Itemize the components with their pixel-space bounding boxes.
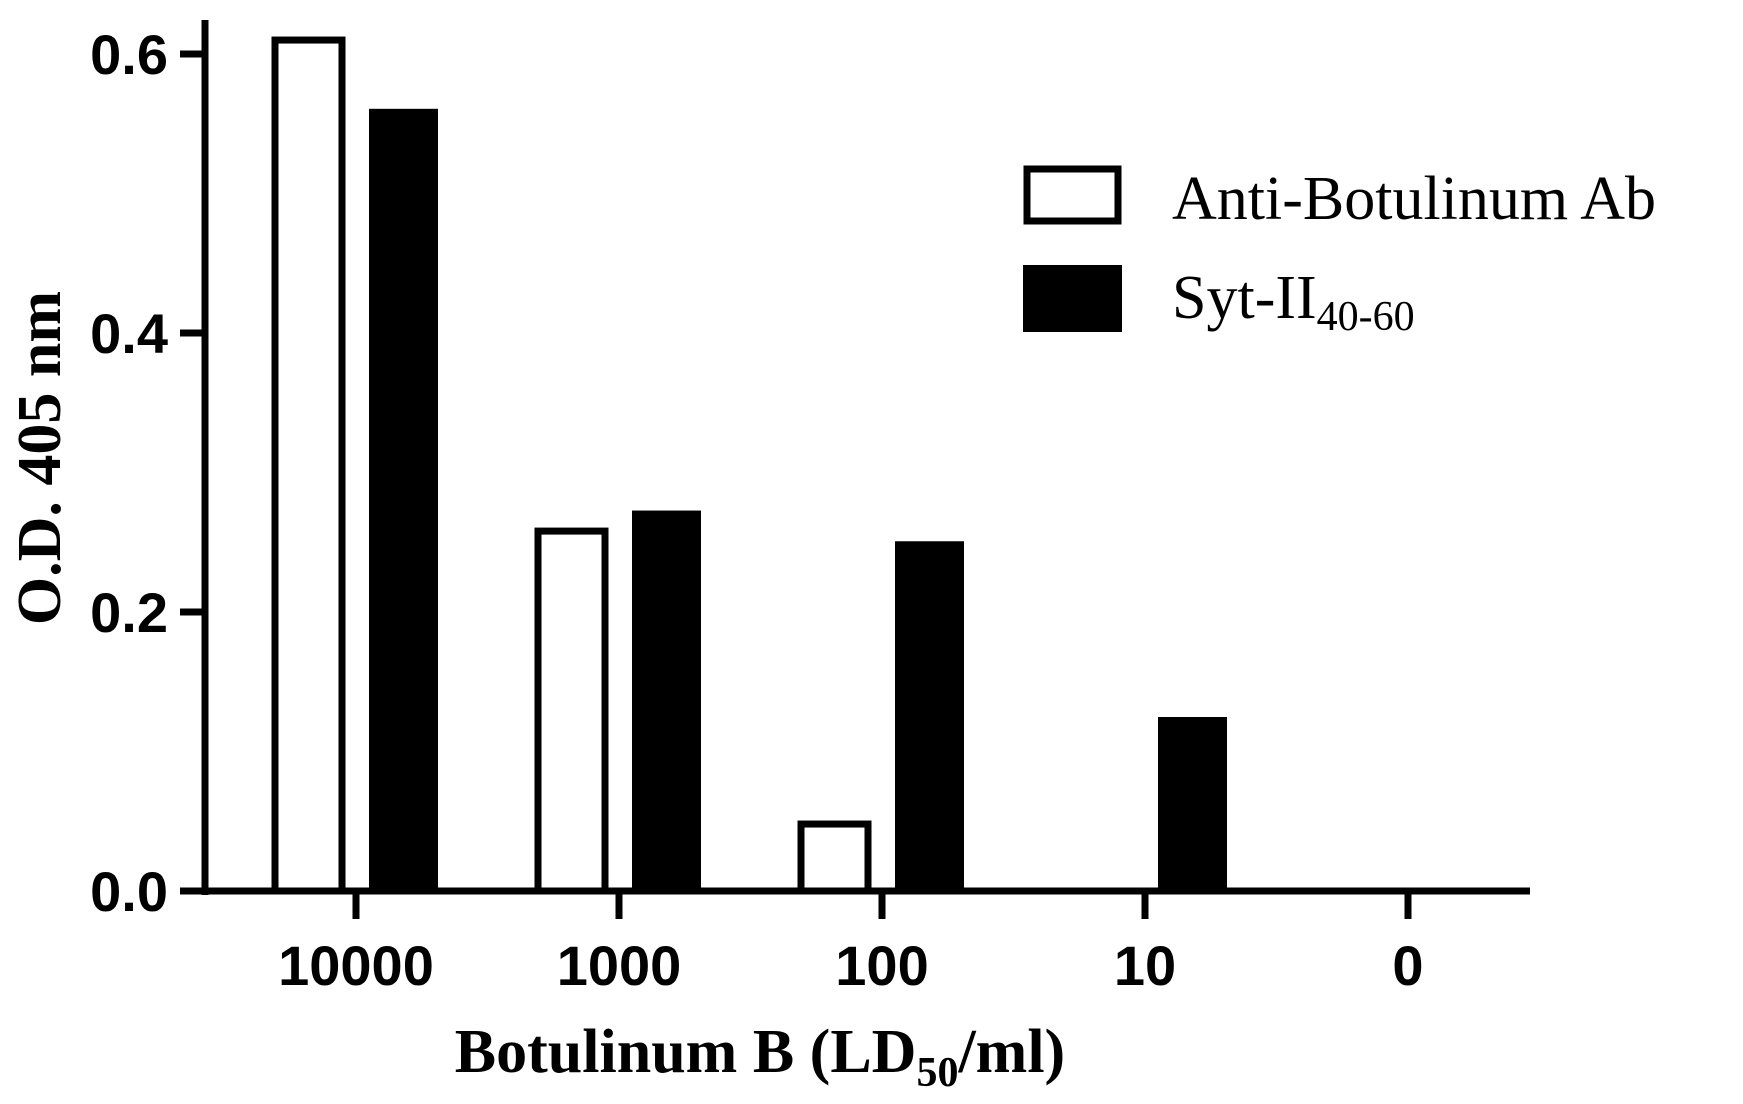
bar-syt-ii-100 [895, 541, 964, 892]
y-tick-label: 0.0 [90, 860, 168, 923]
bar-syt-ii-10 [1158, 717, 1227, 893]
bar-anti-botulinum-10000 [271, 36, 346, 895]
y-tick-label: 0.4 [90, 302, 168, 365]
legend-swatch-anti-botulinum [1023, 165, 1122, 225]
legend: Anti-Botulinum Ab Syt-II40-60 [1023, 165, 1656, 340]
x-tick-label: 100 [835, 934, 928, 997]
bar-anti-botulinum-1000 [534, 527, 609, 895]
x-ticks-group: 10000 1000 100 10 0 [278, 891, 1424, 997]
legend-label-syt-ii: Syt-II40-60 [1172, 264, 1415, 340]
x-axis-title: Botulinum B (LD50/ml) [455, 1018, 1065, 1096]
bar-syt-ii-1000 [632, 510, 701, 892]
y-tick-label: 0.6 [90, 23, 168, 86]
legend-swatch-syt-ii [1023, 265, 1122, 332]
y-ticks-group: 0.0 0.2 0.4 0.6 [90, 23, 205, 923]
x-tick-label: 1000 [557, 934, 682, 997]
legend-label-anti-botulinum: Anti-Botulinum Ab [1172, 165, 1656, 233]
bars-group [271, 36, 1227, 895]
x-tick-label: 10 [1114, 934, 1176, 997]
x-tick-label: 0 [1392, 934, 1423, 997]
bar-syt-ii-10000 [369, 108, 438, 893]
y-tick-label: 0.2 [90, 581, 168, 644]
y-axis-title: O.D. 405 nm [6, 291, 74, 625]
x-tick-label: 10000 [278, 934, 434, 997]
bar-anti-botulinum-100 [797, 820, 872, 895]
axes-group [200, 20, 1530, 895]
